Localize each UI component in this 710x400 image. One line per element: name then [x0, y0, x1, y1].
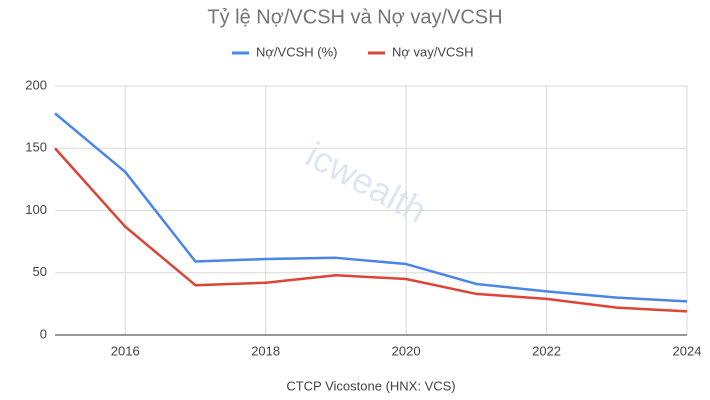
- y-tick-label: 50: [33, 264, 47, 279]
- x-tick-label: 2020: [392, 343, 421, 358]
- legend-label: Nợ vay/VCSH: [392, 44, 474, 59]
- x-tick-label: 2016: [111, 343, 140, 358]
- x-tick-label: 2018: [251, 343, 280, 358]
- x-tick-label: 2024: [673, 343, 702, 358]
- x-tick-label: 2022: [532, 343, 561, 358]
- series-line: [54, 147, 688, 313]
- y-tick-label: 200: [25, 77, 47, 92]
- x-axis-label: CTCP Vicostone (HNX: VCS): [286, 378, 455, 393]
- legend-label: Nợ/VCSH (%): [256, 44, 337, 59]
- chart-title: Tỷ lệ Nợ/VCSH và Nợ vay/VCSH: [207, 6, 502, 28]
- y-tick-label: 150: [25, 140, 47, 155]
- y-tick-label: 100: [25, 202, 47, 217]
- y-tick-label: 0: [40, 326, 47, 341]
- series-line: [54, 112, 688, 303]
